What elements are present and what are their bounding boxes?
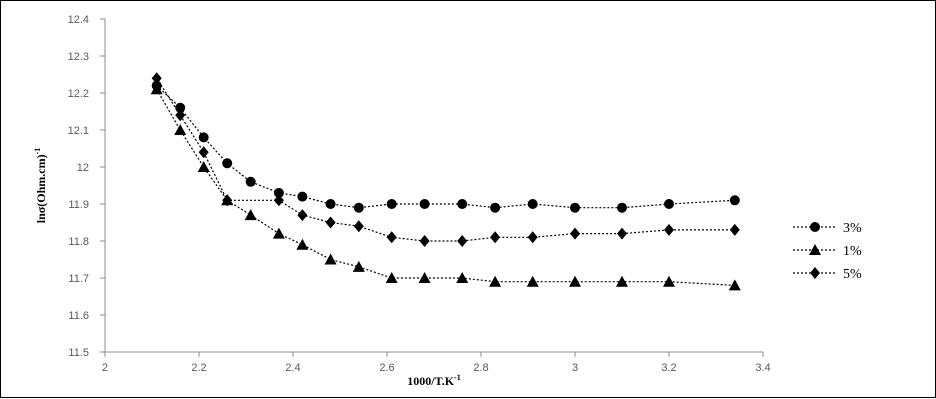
y-axis-title: lnσ(Ohm.cm)-1 (33, 148, 48, 224)
data-point (570, 202, 580, 213)
data-point (386, 231, 397, 244)
data-point (490, 202, 501, 213)
data-point (353, 202, 364, 213)
data-point (489, 275, 502, 287)
x-tick-label: 2.6 (379, 362, 394, 374)
data-point (419, 199, 430, 209)
data-point (526, 275, 539, 287)
x-tick-label: 2 (102, 362, 108, 374)
data-point (352, 260, 365, 272)
data-point (616, 275, 628, 287)
x-tick-label: 3 (572, 362, 578, 374)
y-tick-label: 12.3 (68, 51, 89, 63)
data-point (245, 176, 256, 187)
data-point (569, 275, 581, 287)
data-point (729, 195, 740, 206)
data-point (353, 220, 364, 233)
y-axis-title-sup: -1 (33, 148, 42, 155)
y-tick-label: 11.8 (68, 236, 89, 248)
data-point (222, 194, 233, 207)
data-point (197, 161, 210, 172)
legend-label: 5% (843, 267, 862, 282)
series-1 (151, 80, 740, 213)
x-tick-label: 3.2 (661, 362, 676, 374)
data-point (457, 235, 468, 247)
data-point (174, 124, 187, 135)
data-point (617, 227, 627, 240)
x-ticks: 2 2.2 2.4 2.6 2.8 3 3.2 3.4 (102, 352, 771, 374)
data-point (297, 209, 308, 222)
y-tick-label: 12 (77, 162, 89, 174)
data-point (617, 202, 627, 213)
data-point (198, 146, 209, 159)
series-line (156, 88, 735, 286)
legend-marker (810, 267, 820, 279)
axes: 2 2.2 2.4 2.6 2.8 3 3.2 3.4 11.511.611.711.811.… (68, 14, 771, 374)
data-point (570, 227, 580, 240)
data-point (151, 72, 162, 85)
data-point (385, 272, 398, 283)
x-tick-label: 2.4 (285, 362, 300, 374)
data-point (324, 253, 337, 265)
data-point (273, 187, 284, 198)
y-tick-label: 11.5 (68, 347, 89, 359)
legend-marker (809, 244, 821, 255)
legend-label: 3% (843, 221, 862, 236)
y-axis-title-text: lnσ(Ohm.cm) (34, 154, 48, 223)
data-point (729, 223, 740, 236)
data-point (273, 194, 284, 207)
series-line (156, 77, 735, 242)
y-tick-label: 12.2 (68, 88, 89, 100)
y-tick-label: 11.9 (68, 199, 89, 211)
data-point (418, 272, 431, 283)
x-tick-label: 3.4 (755, 362, 770, 374)
x-tick-label: 2.2 (191, 362, 206, 374)
x-tick-label: 2.8 (473, 362, 488, 374)
data-point (664, 223, 674, 236)
series-layer (150, 72, 741, 291)
series-line (156, 85, 735, 209)
legend-item: 3% (793, 221, 862, 236)
data-point (386, 199, 397, 209)
data-point (663, 275, 675, 287)
data-point (419, 235, 430, 247)
data-point (272, 227, 285, 239)
legend-item: 5% (793, 267, 862, 282)
data-point (728, 279, 741, 291)
series-3 (151, 72, 740, 247)
x-axis-title-sup: -1 (454, 373, 461, 382)
data-point (175, 102, 186, 113)
y-tick-label: 11.7 (68, 273, 89, 285)
legend-marker (810, 222, 820, 232)
data-point (490, 231, 501, 244)
y-tick-label: 11.6 (68, 310, 89, 322)
data-point (297, 191, 308, 202)
x-axis-title-text: 1000/T.K (407, 374, 454, 388)
data-point (457, 199, 468, 209)
data-point (456, 272, 469, 283)
data-point (527, 231, 538, 244)
legend-label: 1% (843, 244, 862, 259)
y-ticks: 11.5 11.6 11.7 11.8 11.9 12 12.1 12.2 12.3 12.4 (68, 14, 105, 359)
series-2 (150, 83, 741, 291)
data-point (325, 216, 336, 229)
data-point (527, 199, 538, 209)
legend: 3% 1% 5% (793, 221, 862, 282)
data-point (175, 109, 186, 122)
y-tick-label: 12.4 (68, 14, 89, 26)
legend-item: 1% (793, 244, 862, 259)
data-point (664, 199, 674, 209)
data-point (222, 158, 233, 169)
data-point (150, 83, 163, 95)
data-point (325, 199, 336, 209)
y-tick-label: 12.1 (68, 125, 89, 137)
x-axis-title: 1000/T.K-1 (407, 373, 460, 388)
data-point (244, 209, 257, 221)
data-point (296, 238, 309, 250)
data-point (198, 132, 209, 143)
